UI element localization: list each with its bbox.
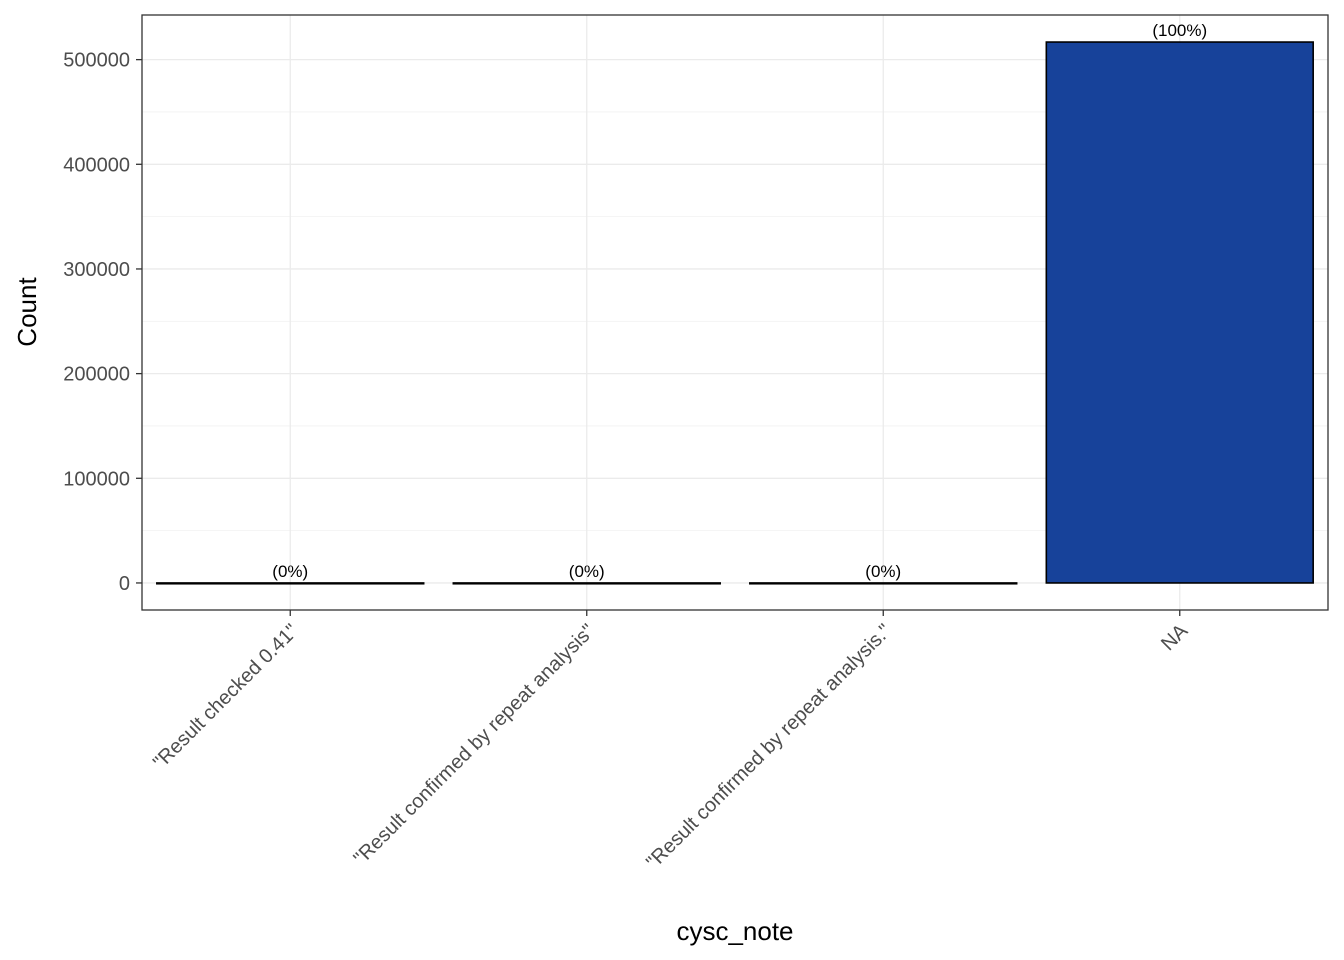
bar — [1045, 41, 1314, 584]
x-tick-label: "Result confirmed by repeat analysis" — [350, 620, 600, 870]
y-tick-label: 0 — [119, 573, 130, 595]
y-tick-label: 400000 — [63, 154, 130, 176]
bar-data-label: (0%) — [865, 562, 901, 581]
bar-data-label: (0%) — [272, 562, 308, 581]
y-axis-title: Count — [12, 277, 42, 347]
panel-border — [141, 14, 1329, 611]
y-axis: 0 100000 200000 300000 400000 500000 — [63, 50, 142, 595]
x-axis: "Result checked 0.41" "Result confirmed b… — [149, 610, 1193, 874]
x-tick-label: "Result confirmed by repeat analysis." — [642, 620, 896, 874]
bar — [749, 582, 1018, 585]
y-tick-label: 300000 — [63, 259, 130, 281]
y-tick-label: 500000 — [63, 50, 130, 72]
y-tick-label: 100000 — [63, 468, 130, 490]
x-tick-label: NA — [1157, 620, 1193, 656]
bar-data-label: (0%) — [569, 562, 605, 581]
bar — [452, 582, 721, 585]
bar-data-label: (100%) — [1152, 21, 1207, 40]
bar — [156, 582, 425, 585]
data-labels: (0%) (0%) (0%) (100%) — [272, 21, 1207, 581]
bars — [156, 41, 1314, 585]
y-tick-label: 200000 — [63, 364, 130, 386]
x-tick-label: "Result checked 0.41" — [149, 620, 303, 774]
x-axis-title: cysc_note — [676, 916, 793, 946]
